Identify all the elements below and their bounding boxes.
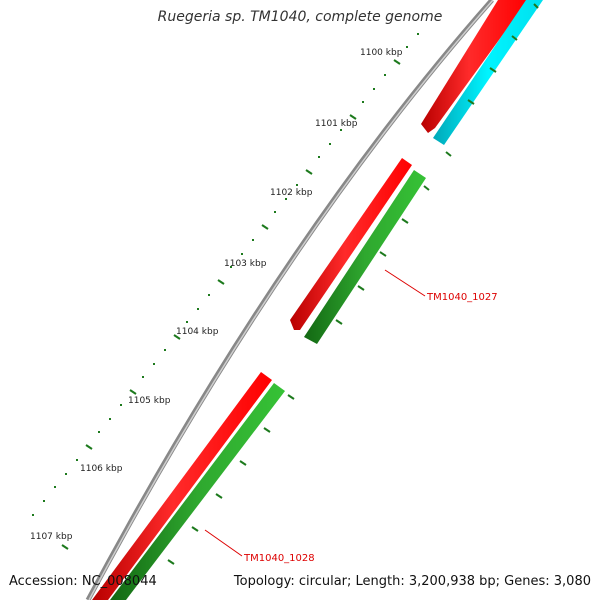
gene-red-1027[interactable] <box>290 158 412 330</box>
tick-label-1105: 1105 kbp <box>128 396 171 406</box>
gene-green-1028[interactable] <box>110 383 285 600</box>
gene-cyan-top[interactable] <box>433 0 543 145</box>
tick-label-1104: 1104 kbp <box>176 327 219 337</box>
tick-label-1103: 1103 kbp <box>224 259 267 269</box>
gene-red-top[interactable] <box>421 0 528 133</box>
genome-backbone <box>85 0 494 600</box>
gene-label-1028[interactable]: TM1040_1028 <box>243 553 315 564</box>
genome-summary: Topology: circular; Length: 3,200,938 bp… <box>233 574 591 589</box>
tick-label-1100: 1100 kbp <box>360 48 403 58</box>
leader-line-1028 <box>204 529 243 557</box>
tick-label-1107: 1107 kbp <box>30 532 73 542</box>
accession-label: Accession: NC_008044 <box>9 574 157 589</box>
map-title: Ruegeria sp. TM1040, complete genome <box>157 9 443 25</box>
gene-label-1027[interactable]: TM1040_1027 <box>426 292 498 303</box>
tick-label-1101: 1101 kbp <box>315 119 358 129</box>
major-ticks <box>61 59 401 550</box>
tick-label-1102: 1102 kbp <box>270 188 313 198</box>
gene-red-1028[interactable] <box>92 372 272 600</box>
gene-green-1027[interactable] <box>304 170 426 344</box>
tick-label-1106: 1106 kbp <box>80 464 123 474</box>
minor-ticks <box>32 33 419 516</box>
right-tick-marks <box>167 3 539 565</box>
leader-line-1027 <box>384 269 426 297</box>
